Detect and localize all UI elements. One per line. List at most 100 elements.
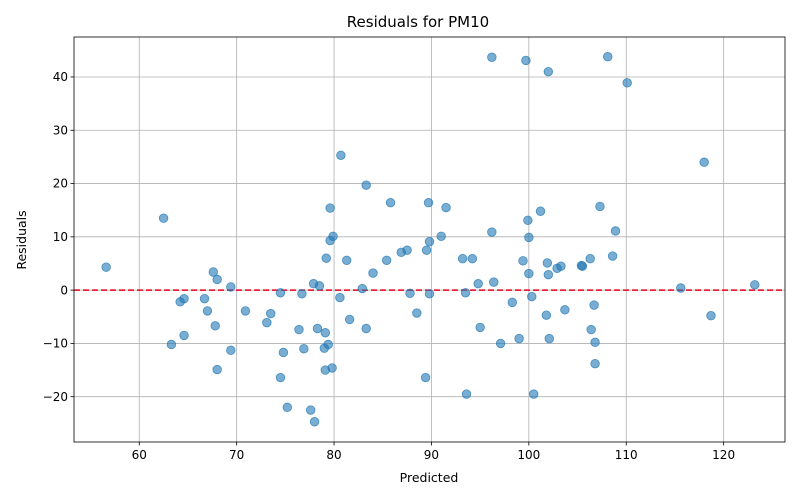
- data-point: [541, 310, 552, 320]
- data-point: [467, 253, 478, 264]
- data-point: [226, 282, 236, 292]
- data-point: [523, 215, 533, 226]
- data-point: [199, 293, 210, 304]
- data-point: [543, 269, 554, 280]
- data-point: [342, 255, 352, 265]
- x-axis-label: Predicted: [400, 470, 459, 485]
- data-points: [101, 52, 760, 427]
- data-point: [610, 226, 621, 236]
- data-point: [487, 52, 497, 62]
- data-point: [706, 311, 716, 321]
- data-point: [750, 280, 760, 290]
- data-point: [275, 372, 286, 383]
- data-point: [589, 300, 599, 310]
- data-point: [240, 306, 251, 316]
- y-tick-label: 20: [53, 177, 68, 191]
- data-point: [312, 323, 323, 334]
- data-point: [309, 417, 320, 427]
- x-tick-label: 80: [326, 448, 341, 462]
- data-point: [542, 258, 553, 268]
- y-tick-label: 40: [53, 70, 68, 84]
- y-tick-label: −20: [43, 390, 68, 404]
- chart-title: Residuals for PM10: [347, 13, 489, 31]
- data-point: [473, 279, 483, 289]
- y-tick-label: 30: [53, 123, 68, 137]
- data-point: [441, 202, 451, 213]
- data-point: [420, 372, 431, 383]
- y-tick-label: 10: [53, 230, 68, 244]
- data-point: [461, 389, 472, 399]
- data-point: [344, 314, 355, 325]
- x-tick-label: 90: [424, 448, 439, 462]
- data-point: [385, 198, 396, 208]
- data-point: [314, 281, 325, 291]
- data-point: [543, 66, 554, 77]
- x-tick-label: 60: [132, 448, 147, 462]
- data-point: [457, 253, 468, 264]
- data-point: [590, 358, 600, 369]
- data-point: [210, 321, 220, 331]
- grid: [74, 37, 785, 442]
- data-point: [179, 293, 189, 304]
- data-point: [361, 323, 371, 334]
- data-point: [297, 289, 307, 299]
- data-point: [158, 213, 169, 223]
- data-point: [166, 339, 177, 350]
- data-point: [321, 253, 331, 263]
- x-tick-label: 100: [517, 448, 540, 462]
- data-point: [421, 245, 432, 255]
- data-point: [586, 324, 596, 335]
- data-point: [327, 363, 337, 373]
- data-point: [424, 289, 435, 299]
- data-point: [212, 274, 222, 285]
- y-tick-label: 0: [60, 283, 68, 297]
- data-point: [460, 288, 471, 298]
- x-axis-ticks: 60 70 80 90 100 110 120: [132, 442, 735, 462]
- data-point: [424, 236, 435, 247]
- data-point: [495, 338, 506, 349]
- x-tick-label: 120: [712, 448, 735, 462]
- data-point: [357, 283, 367, 294]
- data-point: [521, 55, 531, 66]
- data-point: [208, 267, 218, 277]
- data-point: [676, 283, 686, 293]
- data-point: [603, 52, 613, 62]
- data-point: [590, 337, 600, 348]
- data-point: [336, 150, 346, 161]
- data-point: [518, 256, 528, 266]
- data-point: [527, 291, 537, 302]
- data-point: [475, 322, 485, 333]
- data-point: [423, 198, 434, 208]
- data-point: [361, 180, 371, 190]
- data-point: [577, 261, 588, 271]
- data-point: [226, 345, 236, 356]
- data-point: [179, 330, 189, 341]
- plot-frame: [73, 36, 786, 443]
- data-point: [275, 288, 286, 298]
- data-point: [607, 251, 618, 261]
- data-point: [487, 227, 497, 237]
- data-point: [262, 317, 272, 328]
- x-tick-label: 70: [229, 448, 244, 462]
- data-point: [514, 333, 524, 344]
- data-point: [402, 245, 412, 255]
- data-point: [101, 262, 111, 272]
- data-point: [529, 389, 539, 399]
- data-point: [335, 292, 345, 303]
- data-point: [282, 402, 293, 413]
- data-point: [212, 364, 222, 375]
- data-point: [560, 305, 570, 315]
- data-point: [405, 288, 415, 299]
- data-point: [436, 231, 446, 242]
- data-point: [699, 157, 709, 167]
- y-axis-ticks: −20 −10 0 10 20 30 40: [43, 70, 74, 404]
- data-point: [325, 203, 335, 213]
- data-point: [381, 255, 392, 265]
- data-point: [305, 405, 316, 415]
- data-point: [202, 306, 213, 316]
- data-point: [585, 253, 595, 264]
- data-point: [489, 277, 499, 287]
- data-point: [412, 308, 422, 318]
